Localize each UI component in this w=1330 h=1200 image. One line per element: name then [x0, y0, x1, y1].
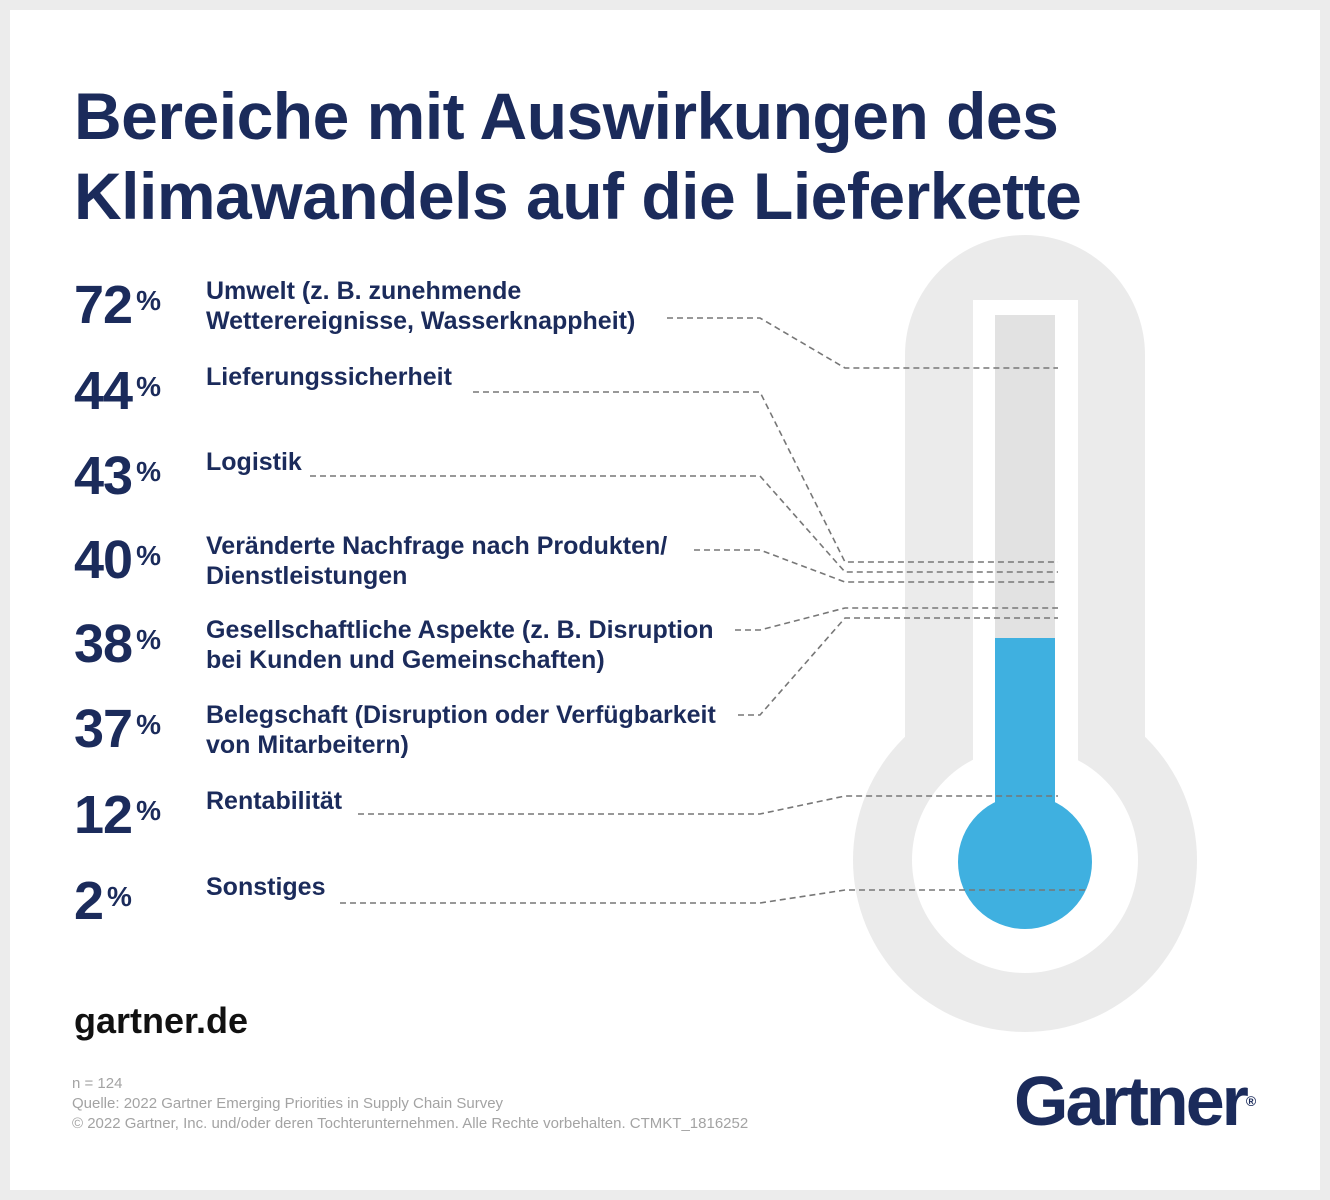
percent-value: 43%	[74, 446, 161, 506]
percent-symbol: %	[136, 371, 161, 402]
gartner-logo: Gartner®	[1014, 1066, 1256, 1136]
percent-value: 44%	[74, 361, 161, 421]
percent-value: 2%	[74, 871, 132, 931]
infographic-card: Bereiche mit Auswirkungen des Klimawande…	[10, 10, 1320, 1190]
item-label: Gesellschaftliche Aspekte (z. B. Disrupt…	[206, 615, 714, 675]
item-label-line: Belegschaft (Disruption oder Verfügbarke…	[206, 701, 716, 729]
percent-symbol: %	[136, 709, 161, 740]
percent-number: 43	[74, 446, 133, 506]
item-label: Lieferungssicherheit	[206, 362, 452, 392]
percent-symbol: %	[136, 456, 161, 487]
item-label: Rentabilität	[206, 786, 342, 816]
item-label-line: Gesellschaftliche Aspekte (z. B. Disrupt…	[206, 616, 714, 644]
percent-value: 12%	[74, 785, 161, 845]
percent-value: 40%	[74, 530, 161, 590]
title-line-2: Klimawandels auf die Lieferkette	[74, 159, 1082, 233]
percent-number: 38	[74, 614, 133, 674]
percent-number: 2	[74, 871, 104, 931]
item-label-line: Rentabilität	[206, 787, 343, 815]
leader-line	[358, 795, 1058, 815]
leader-line	[738, 617, 1058, 716]
percent-symbol: %	[136, 285, 161, 316]
percent-number: 72	[74, 275, 133, 335]
percent-symbol: %	[136, 540, 161, 571]
leader-line	[340, 889, 1088, 904]
item-label-line: Veränderte Nachfrage nach Produkten/	[206, 532, 668, 560]
percent-number: 40	[74, 530, 133, 590]
footnote-source: Quelle: 2022 Gartner Emerging Priorities…	[72, 1095, 504, 1112]
footnotes: n = 124 Quelle: 2022 Gartner Emerging Pr…	[72, 1074, 748, 1134]
item-label-line: Sonstiges	[206, 873, 326, 901]
title-line-1: Bereiche mit Auswirkungen des	[74, 79, 1059, 153]
item-label-line: Dienstleistungen	[206, 562, 408, 590]
leader-line	[735, 607, 1058, 631]
thermometer-chart	[310, 235, 1197, 1032]
leader-line	[667, 317, 1058, 369]
item-label: Logistik	[206, 447, 302, 477]
thermometer-bulb	[958, 795, 1092, 929]
leader-line	[694, 549, 1058, 583]
item-label: Umwelt (z. B. zunehmende Wetterereignisse…	[206, 276, 635, 336]
percent-number: 37	[74, 699, 133, 759]
percent-number: 44	[74, 361, 133, 421]
item-label-line: von Mitarbeitern)	[206, 731, 409, 759]
registered-mark: ®	[1245, 1093, 1257, 1109]
footnote-sample-size: n = 124	[72, 1075, 123, 1092]
percent-number: 12	[74, 785, 133, 845]
logo-text: Gartner	[1014, 1062, 1249, 1140]
item-label: Sonstiges	[206, 872, 325, 902]
percent-symbol: %	[136, 624, 161, 655]
thermometer-fill	[995, 638, 1055, 805]
item-label-line: Logistik	[206, 448, 302, 476]
percent-value: 72%	[74, 275, 161, 335]
website-label: gartner.de	[74, 1000, 249, 1041]
percent-symbol: %	[136, 795, 161, 826]
item-label-line: Lieferungssicherheit	[206, 363, 452, 391]
page-title: Bereiche mit Auswirkungen des Klimawande…	[74, 76, 1274, 236]
item-label-line: bei Kunden und Gemeinschaften)	[206, 646, 605, 674]
item-label-line: Umwelt (z. B. zunehmende	[206, 277, 522, 305]
leader-line	[310, 475, 1058, 573]
item-label: Veränderte Nachfrage nach Produkten/Dien…	[206, 531, 667, 591]
percent-value: 38%	[74, 614, 161, 674]
leader-line	[473, 391, 1058, 563]
item-label-line: Wetterereignisse, Wasserknappheit)	[206, 307, 636, 335]
percent-value: 37%	[74, 699, 161, 759]
percent-symbol: %	[107, 881, 132, 912]
leader-lines	[310, 317, 1088, 904]
item-label: Belegschaft (Disruption oder Verfügbarke…	[206, 700, 716, 760]
footnote-copyright: © 2022 Gartner, Inc. und/oder deren Toch…	[72, 1115, 749, 1132]
